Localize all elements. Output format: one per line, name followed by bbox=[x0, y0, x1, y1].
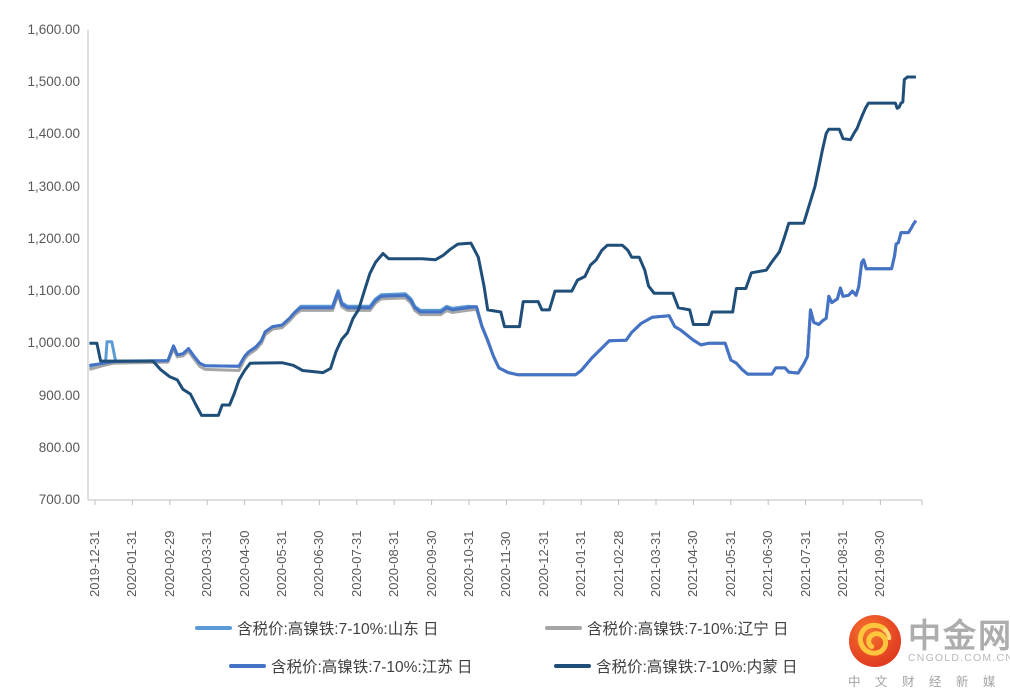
x-tick-label: 2020-07-31 bbox=[348, 530, 364, 598]
jiangsu-line-swatch bbox=[229, 664, 266, 668]
y-tick-label: 1,200.00 bbox=[27, 230, 80, 246]
series-line bbox=[89, 75, 916, 417]
liaoning-line-swatch bbox=[545, 626, 582, 630]
y-tick-label: 900.00 bbox=[38, 387, 80, 403]
legend-item-jiangsu: 含税价:高镍铁:7-10%:江苏 日 bbox=[229, 655, 473, 677]
x-tick-label: 2021-06-30 bbox=[760, 530, 776, 598]
neimeng-line-swatch bbox=[554, 664, 591, 668]
y-tick-label: 1,100.00 bbox=[27, 283, 80, 299]
x-tick-label: 2021-07-31 bbox=[797, 530, 813, 598]
y-tick-label: 1,300.00 bbox=[27, 178, 80, 194]
x-tick-label: 2020-08-31 bbox=[386, 530, 402, 598]
x-tick-label: 2021-05-31 bbox=[722, 530, 738, 598]
brand-domain: CNGOLD.COM.CN bbox=[908, 651, 1010, 664]
series-line bbox=[89, 219, 918, 377]
shandong-line-swatch bbox=[195, 626, 232, 630]
price-line-chart bbox=[87, 30, 923, 505]
x-tick-label: 2020-06-30 bbox=[311, 530, 327, 598]
cngold-watermark: 中金网 CNGOLD.COM.CN 中 文 财 经 新 媒 体 bbox=[848, 614, 1010, 688]
y-tick-label: 1,000.00 bbox=[27, 335, 80, 351]
x-tick-label: 2020-01-31 bbox=[124, 530, 140, 598]
y-tick-label: 700.00 bbox=[38, 492, 80, 507]
series-line bbox=[89, 219, 918, 377]
x-tick-label: 2021-09-30 bbox=[872, 530, 888, 598]
brand-tagline: 中 文 财 经 新 媒 体 bbox=[848, 675, 1010, 688]
legend-label-liaoning: 含税价:高镍铁:7-10%:辽宁 日 bbox=[587, 621, 789, 638]
legend-label-shandong: 含税价:高镍铁:7-10%:山东 日 bbox=[237, 621, 439, 638]
cloud-swirl-icon bbox=[848, 614, 902, 668]
y-tick-label: 1,400.00 bbox=[27, 126, 80, 142]
x-tick-label: 2021-01-31 bbox=[573, 530, 589, 598]
x-tick-label: 2020-04-30 bbox=[236, 530, 252, 598]
series-line bbox=[89, 219, 918, 377]
x-tick-label: 2019-12-31 bbox=[87, 530, 102, 598]
x-tick-label: 2020-02-29 bbox=[161, 530, 177, 598]
y-tick-label: 1,600.00 bbox=[27, 22, 80, 37]
x-tick-label: 2020-05-31 bbox=[274, 530, 289, 598]
legend-label-jiangsu: 含税价:高镍铁:7-10%:江苏 日 bbox=[271, 659, 473, 676]
x-tick-label: 2021-03-31 bbox=[648, 530, 663, 598]
x-tick-label: 2020-09-30 bbox=[423, 530, 439, 598]
x-tick-label: 2020-12-31 bbox=[535, 530, 551, 598]
legend-label-neimeng: 含税价:高镍铁:7-10%:内蒙 日 bbox=[596, 659, 798, 676]
x-tick-label: 2021-02-28 bbox=[610, 530, 626, 598]
x-tick-label: 2021-08-31 bbox=[835, 530, 850, 598]
y-tick-label: 1,500.00 bbox=[27, 74, 80, 90]
x-tick-label: 2020-03-31 bbox=[199, 530, 215, 598]
legend-item-liaoning: 含税价:高镍铁:7-10%:辽宁 日 bbox=[545, 617, 789, 639]
brand-name: 中金网 bbox=[908, 616, 1010, 654]
y-tick-label: 800.00 bbox=[38, 439, 80, 455]
x-tick-label: 2021-04-30 bbox=[685, 530, 701, 598]
x-tick-label: 2020-11-30 bbox=[498, 531, 514, 597]
legend-item-shandong: 含税价:高镍铁:7-10%:山东 日 bbox=[195, 617, 439, 639]
x-tick-label: 2020-10-31 bbox=[461, 530, 476, 598]
legend-item-neimeng: 含税价:高镍铁:7-10%:内蒙 日 bbox=[554, 655, 798, 677]
